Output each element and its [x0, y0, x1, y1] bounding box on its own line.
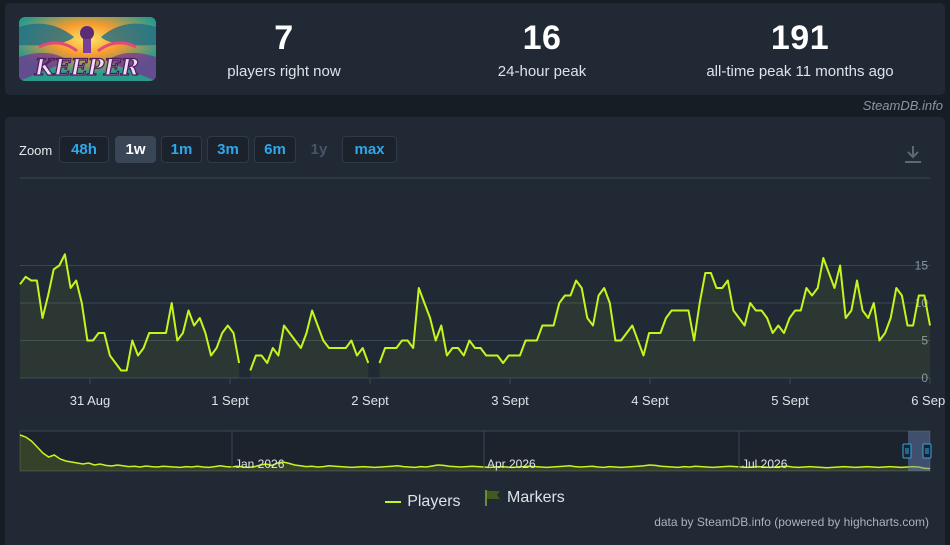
navigator-handle[interactable]: [922, 443, 932, 459]
current-players-label: players right now: [227, 63, 341, 80]
peak-24h-value: 16: [522, 19, 562, 57]
players-area: [379, 258, 930, 378]
x-axis-ticks: 31 Aug 1 Sept 2 Sept 3 Sept 4 Sept 5 Sept 6 Se…: [70, 378, 945, 408]
x-tick-label: 3 Sept: [491, 393, 529, 408]
x-tick-label: 4 Sept: [631, 393, 669, 408]
legend-markers-label: Markers: [507, 489, 565, 506]
y-tick-label: 0: [921, 371, 928, 385]
x-tick-label: 2 Sept: [351, 393, 389, 408]
zoom-label: Zoom: [19, 143, 53, 158]
y-tick-label: 5: [921, 334, 928, 348]
legend-players-label: Players: [407, 493, 461, 510]
players-area: [250, 310, 369, 378]
zoom-1m-button[interactable]: 1m: [161, 136, 202, 163]
legend-players[interactable]: Players: [385, 493, 461, 511]
download-icon[interactable]: [902, 143, 924, 165]
x-tick-label: 1 Sept: [211, 393, 249, 408]
players-line: [19, 253, 241, 372]
steamdb-credit-link[interactable]: SteamDB.info: [862, 98, 943, 113]
navigator-selection[interactable]: [908, 431, 930, 471]
navigator-tick-label: Jul 2026: [742, 457, 788, 471]
legend-markers[interactable]: Markers: [483, 489, 565, 507]
y-tick-label: 15: [915, 259, 929, 273]
zoom-48h-button[interactable]: 48h: [59, 136, 109, 163]
x-tick-label: 6 Sept: [911, 393, 945, 408]
navigator-handle[interactable]: [902, 443, 912, 459]
zoom-3m-button[interactable]: 3m: [207, 136, 249, 163]
stat-current-players: 7 players right now: [164, 17, 404, 80]
zoom-1y-button: 1y: [310, 141, 328, 158]
game-logo-text: KEEPER: [34, 55, 139, 81]
data-credit-link[interactable]: data by SteamDB.info (powered by highcha…: [654, 515, 929, 529]
players-series: [19, 253, 931, 378]
x-tick-label: 5 Sept: [771, 393, 809, 408]
stat-24h-peak: 16 24-hour peak: [422, 17, 662, 80]
all-time-peak-label: all-time peak 11 months ago: [706, 63, 894, 80]
player-chart-panel: 0 5 10 15 31 Aug 1 Sept 2 Sept 3 Sept 4 Sept 5 S…: [5, 117, 945, 545]
chart-legend: Players Markers: [5, 489, 945, 512]
players-area: [20, 254, 240, 378]
zoom-6m-button[interactable]: 6m: [254, 136, 296, 163]
peak-24h-label: 24-hour peak: [497, 63, 587, 80]
navigator-tick-label: Apr 2026: [487, 457, 536, 471]
navigator[interactable]: Jan 2026 Apr 2026 Jul 2026: [19, 430, 932, 472]
players-line: [378, 257, 931, 364]
players-line-icon: [385, 501, 402, 503]
x-tick-label: 31 Aug: [70, 393, 111, 408]
game-logo-image: KEEPER: [19, 17, 156, 81]
game-thumbnail[interactable]: KEEPER: [19, 17, 156, 81]
all-time-peak-value: 191: [770, 19, 830, 57]
current-players-value: 7: [274, 19, 294, 57]
stats-panel: KEEPER 7 players right now 16 24-hour pe…: [5, 3, 945, 95]
navigator-background: [19, 430, 931, 472]
stat-all-time-peak: 191 all-time peak 11 months ago: [680, 17, 920, 80]
players-line: [249, 309, 370, 371]
zoom-max-button[interactable]: max: [342, 136, 397, 163]
flag-icon: [485, 490, 501, 506]
navigator-line: [19, 434, 931, 470]
zoom-1w-button[interactable]: 1w: [115, 136, 156, 163]
navigator-tick-label: Jan 2026: [235, 457, 285, 471]
